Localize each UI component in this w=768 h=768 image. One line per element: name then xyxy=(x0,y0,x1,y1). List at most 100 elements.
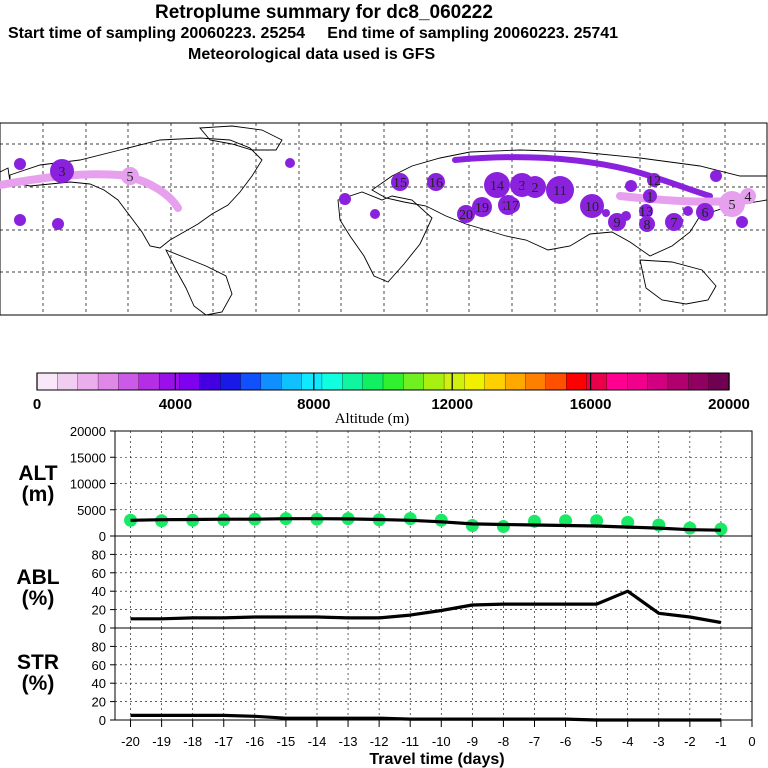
panel-frame xyxy=(114,627,753,721)
plume-marker xyxy=(285,158,295,168)
y-tick-label: 40 xyxy=(92,584,106,599)
colorbar-cell xyxy=(260,372,282,391)
colorbar-cell xyxy=(220,372,242,391)
colorbar-cell xyxy=(464,372,486,391)
colorbar-cells xyxy=(36,372,730,391)
plume-marker-label: 15 xyxy=(393,176,407,191)
plume-marker xyxy=(719,191,745,217)
plume-marker xyxy=(625,180,637,192)
colorbar-cell xyxy=(77,372,99,391)
plume-marker-label: 2 xyxy=(532,181,539,196)
plume-markers: 351432111098765412019181716151312 xyxy=(14,158,756,233)
colorbar-cell xyxy=(586,372,608,391)
plume-marker xyxy=(602,209,610,217)
colorbar-cell xyxy=(667,372,689,391)
y-tick-label: 60 xyxy=(92,658,106,673)
y-tick-label: 20 xyxy=(92,603,106,618)
colorbar-cell xyxy=(504,372,527,391)
plume-marker xyxy=(639,204,653,218)
plume-marker xyxy=(683,206,693,216)
x-tick-label: -9 xyxy=(467,734,479,749)
plume-marker-label: 14 xyxy=(490,179,504,194)
x-tick-label: -18 xyxy=(183,734,202,749)
plume-marker-label: 13 xyxy=(639,205,653,220)
plume-marker xyxy=(14,158,26,170)
y-axis-unit: (%) xyxy=(22,672,55,695)
colorbar-tick-label: 4000 xyxy=(159,396,192,413)
plume-marker-label: 10 xyxy=(585,200,599,215)
colorbar-tick-label: 12000 xyxy=(431,396,473,413)
x-tick-label: -3 xyxy=(653,734,665,749)
colorbar-label: Altitude (m) xyxy=(335,411,410,427)
x-tick-label: -19 xyxy=(152,734,171,749)
y-axis-title: ABL xyxy=(16,566,59,589)
x-tick-label: -15 xyxy=(277,734,296,749)
plume-marker-label: 7 xyxy=(671,216,678,231)
plume-marker-label: 1 xyxy=(647,190,654,205)
plume-marker-label: 20 xyxy=(459,208,473,223)
plume-marker-label: 12 xyxy=(647,174,661,189)
plume-marker xyxy=(391,173,409,191)
y-axis-unit: (m) xyxy=(22,483,55,506)
colorbar-cell xyxy=(158,372,181,391)
plume-marker-label: 11 xyxy=(553,184,566,199)
colorbar-cell xyxy=(301,372,323,391)
colorbar-cell xyxy=(484,372,506,391)
colorbar-cell xyxy=(321,372,343,391)
colorbar-cell xyxy=(708,372,730,391)
colorbar-cell xyxy=(36,372,59,391)
colorbar-cell xyxy=(97,372,120,391)
plume-marker-label: 9 xyxy=(614,216,621,231)
met-data-note: Meteorological data used is GFS xyxy=(188,46,436,63)
y-tick-label: 0 xyxy=(99,713,106,728)
panel-alt: 0 5000 10000 15000 20000 ALT(m) xyxy=(18,424,753,544)
panel-str: 0 20 40 60 80 STR(%) xyxy=(17,627,753,728)
series-line xyxy=(130,589,722,625)
x-tick-label: -17 xyxy=(214,734,233,749)
panel-frame xyxy=(114,535,753,629)
y-tick-label: 15000 xyxy=(70,450,106,465)
plume-marker xyxy=(740,188,756,204)
colorbar: 0 4000 8000 12000 16000 20000 Altitude (m) xyxy=(33,372,750,427)
colorbar-cell xyxy=(606,372,628,391)
colorbar-cell xyxy=(179,372,201,391)
plume-marker-label: 6 xyxy=(702,206,709,221)
colorbar-cell xyxy=(281,372,303,391)
y-tick-label: 80 xyxy=(92,547,106,562)
x-tick-label: -12 xyxy=(370,734,389,749)
plume-marker-label: 4 xyxy=(745,190,752,205)
colorbar-cell xyxy=(199,372,221,391)
plume-marker-label: 19 xyxy=(475,201,489,216)
plume-marker-label: 5 xyxy=(127,170,134,185)
x-tick-label: -6 xyxy=(560,734,572,749)
x-tick-label: -20 xyxy=(121,734,140,749)
x-tick-label: -14 xyxy=(308,734,327,749)
y-axis-unit: (%) xyxy=(22,587,55,610)
plume-marker xyxy=(647,173,661,187)
plume-marker xyxy=(339,193,351,205)
y-tick-label: 0 xyxy=(99,529,106,544)
plume-marker xyxy=(370,209,380,219)
colorbar-ticks: 0 4000 8000 12000 16000 20000 xyxy=(33,373,750,413)
data-point xyxy=(496,520,510,534)
time-series-panels: 05000100001500020000ALT(m)020406080ABL(%… xyxy=(16,424,753,728)
plume-marker xyxy=(524,176,546,198)
colorbar-cell xyxy=(545,372,567,391)
y-tick-label: 20 xyxy=(92,695,106,710)
x-axis: -20 -19 -18 -17 -16 -15 -14 -13 -12 -11 -10 -9 -8 -7-… xyxy=(121,720,756,749)
x-tick-label: -4 xyxy=(622,734,634,749)
plume-marker xyxy=(504,197,520,213)
y-axis-title: ALT xyxy=(18,462,57,485)
plume-marker-label: 17 xyxy=(505,199,519,214)
series-line xyxy=(130,517,721,532)
y-tick-label: 80 xyxy=(92,639,106,654)
y-axis-title: STR xyxy=(17,651,59,674)
plume-marker xyxy=(484,172,510,198)
colorbar-cell xyxy=(525,372,547,391)
plume-marker xyxy=(52,218,64,230)
sampling-times: Start time of sampling 20060223. 25254 E… xyxy=(8,25,619,42)
colorbar-cell xyxy=(647,372,669,391)
plume-marker xyxy=(736,216,748,228)
colorbar-cell xyxy=(57,372,79,391)
